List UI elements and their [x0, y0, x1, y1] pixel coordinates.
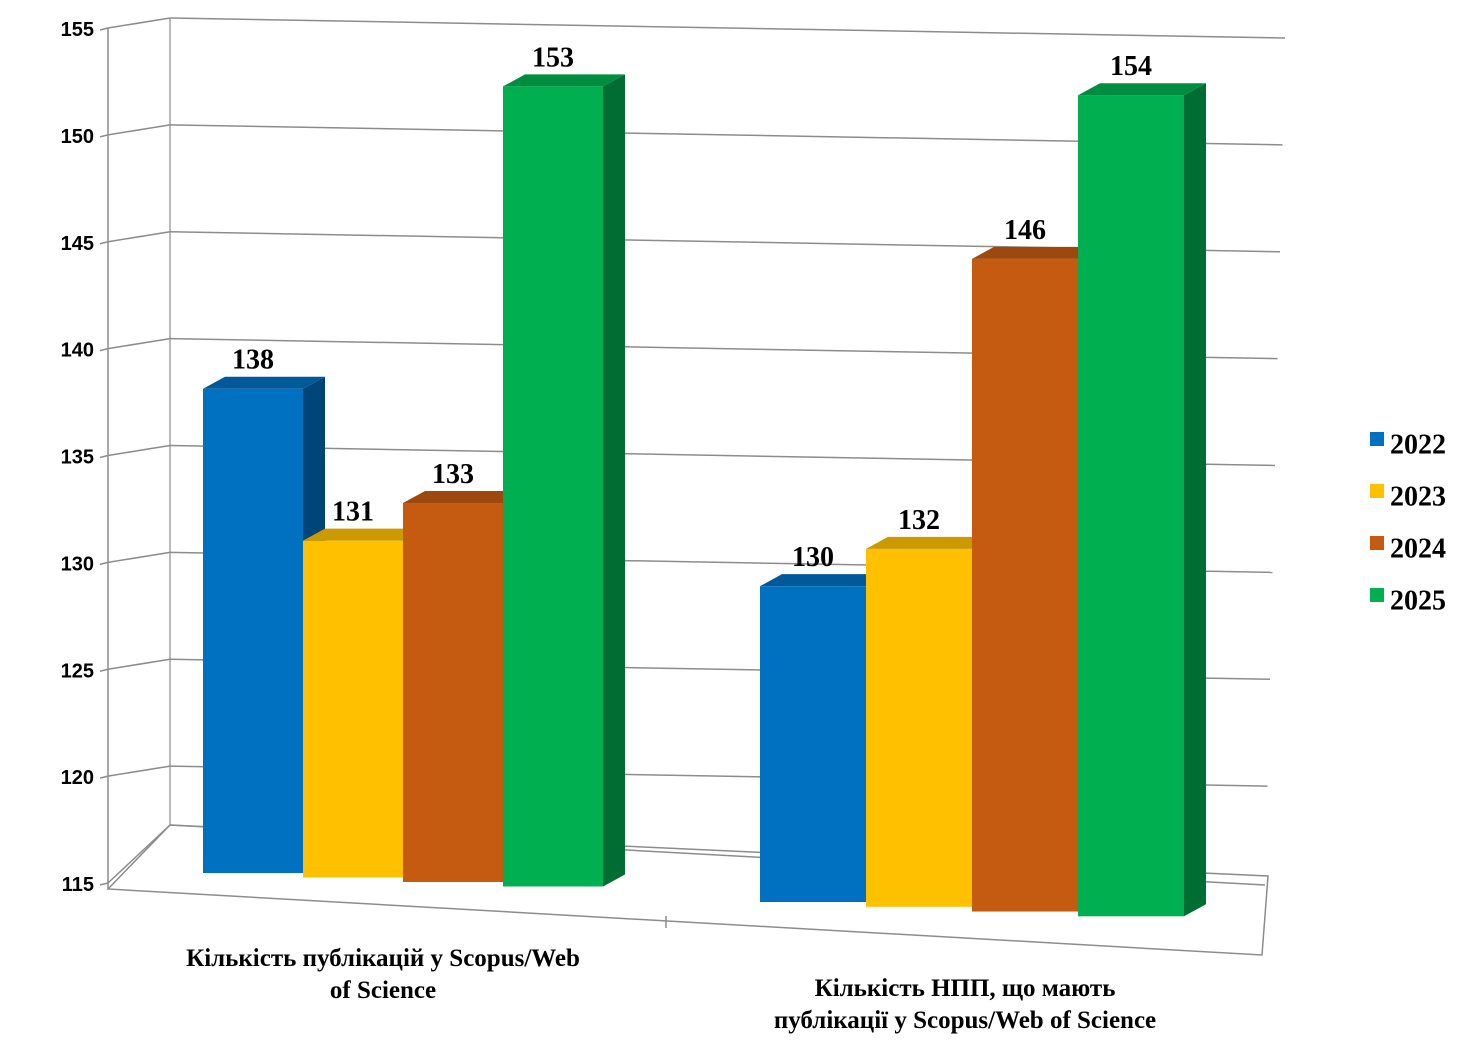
- y-tick-label: 120: [61, 767, 94, 789]
- data-label-2024-cat2: 146: [1004, 215, 1046, 246]
- bar-2022-cat2: [760, 574, 888, 902]
- y-tick-label: 115: [62, 874, 94, 896]
- bar-top: [403, 491, 525, 504]
- grid-diagonal: [107, 444, 171, 457]
- data-label-2024-cat1: 133: [432, 459, 474, 490]
- grid-diagonal: [107, 765, 171, 777]
- y-tick: [99, 241, 109, 245]
- grid-line: [169, 17, 1286, 39]
- bar-front: [203, 388, 303, 873]
- grid-diagonal: [107, 337, 171, 350]
- bar-top: [866, 536, 994, 549]
- data-label-2022-cat1: 138: [232, 345, 274, 376]
- legend-item-2023: 2023: [1370, 481, 1446, 512]
- bar-top: [972, 246, 1100, 259]
- grid-diagonal: [107, 124, 171, 136]
- legend-swatch: [1370, 536, 1384, 550]
- grid-diagonal: [107, 17, 171, 29]
- legend-swatch: [1370, 588, 1384, 602]
- legend-item-2025: 2025: [1370, 585, 1446, 616]
- y-tick-label: 130: [61, 553, 94, 575]
- legend-swatch: [1370, 432, 1384, 446]
- y-tick-label: 145: [61, 233, 94, 255]
- category-label-1: Кількість публікацій у Scopus/Web of Scie…: [186, 945, 580, 1004]
- grid-diagonal: [107, 658, 171, 670]
- data-label-2025-cat1: 153: [532, 42, 574, 73]
- bars: [203, 74, 1206, 917]
- y-tick-label: 155: [61, 19, 94, 41]
- y-tick: [99, 668, 109, 672]
- legend-label: 2022: [1390, 429, 1446, 460]
- bar-2025-cat1: [503, 74, 625, 887]
- legend-item-2024: 2024: [1370, 533, 1446, 564]
- bar-front: [972, 258, 1078, 912]
- y-tick: [99, 775, 109, 779]
- y-tick-label: 135: [61, 447, 94, 469]
- bar-front: [1078, 95, 1184, 917]
- bar-top: [203, 376, 325, 389]
- legend-label: 2023: [1390, 481, 1446, 512]
- y-axis: 115 120 125 130 135 140 145 150 155: [61, 19, 109, 896]
- bar-2025-cat2: [1078, 83, 1206, 917]
- bar-top: [503, 74, 625, 87]
- bar-front: [403, 503, 503, 882]
- legend-swatch: [1370, 484, 1384, 498]
- y-tick: [99, 454, 109, 459]
- bar-top: [760, 574, 888, 587]
- y-tick-label: 140: [61, 340, 94, 362]
- bar-side: [603, 74, 625, 887]
- legend-label: 2025: [1390, 585, 1446, 616]
- grid-diagonal: [107, 551, 171, 564]
- grid-diagonal: [107, 231, 171, 243]
- floor: [106, 824, 1269, 956]
- bar-side: [1184, 83, 1206, 917]
- data-labels: 138 131 133 153 130 132 146 154: [232, 42, 1152, 573]
- legend: 2022 2023 2024 2025: [1370, 429, 1446, 616]
- data-label-2025-cat2: 154: [1110, 51, 1152, 82]
- data-label-2022-cat2: 130: [792, 542, 834, 573]
- legend-item-2022: 2022: [1370, 429, 1446, 460]
- category-labels: Кількість публікацій у Scopus/Web of Scie…: [186, 945, 1156, 1034]
- category-label-2: Кількість НПП, що мають публікації у Scop…: [774, 975, 1156, 1034]
- bar-front: [303, 540, 403, 878]
- y-tick-label: 150: [61, 126, 94, 148]
- data-label-2023-cat1: 131: [332, 497, 374, 528]
- y-tick-label: 125: [61, 660, 94, 682]
- bar-top: [1078, 83, 1206, 96]
- bar-2024-cat1: [403, 491, 525, 882]
- y-tick: [99, 347, 109, 352]
- data-label-2023-cat2: 132: [898, 505, 940, 536]
- bar-front: [866, 548, 972, 907]
- bar-top: [303, 528, 425, 541]
- y-tick: [99, 561, 109, 566]
- bar-front: [760, 586, 866, 902]
- y-tick: [99, 134, 109, 138]
- legend-label: 2024: [1390, 533, 1446, 564]
- y-tick: [99, 27, 109, 31]
- y-tick: [99, 882, 109, 886]
- bar-front: [503, 86, 603, 887]
